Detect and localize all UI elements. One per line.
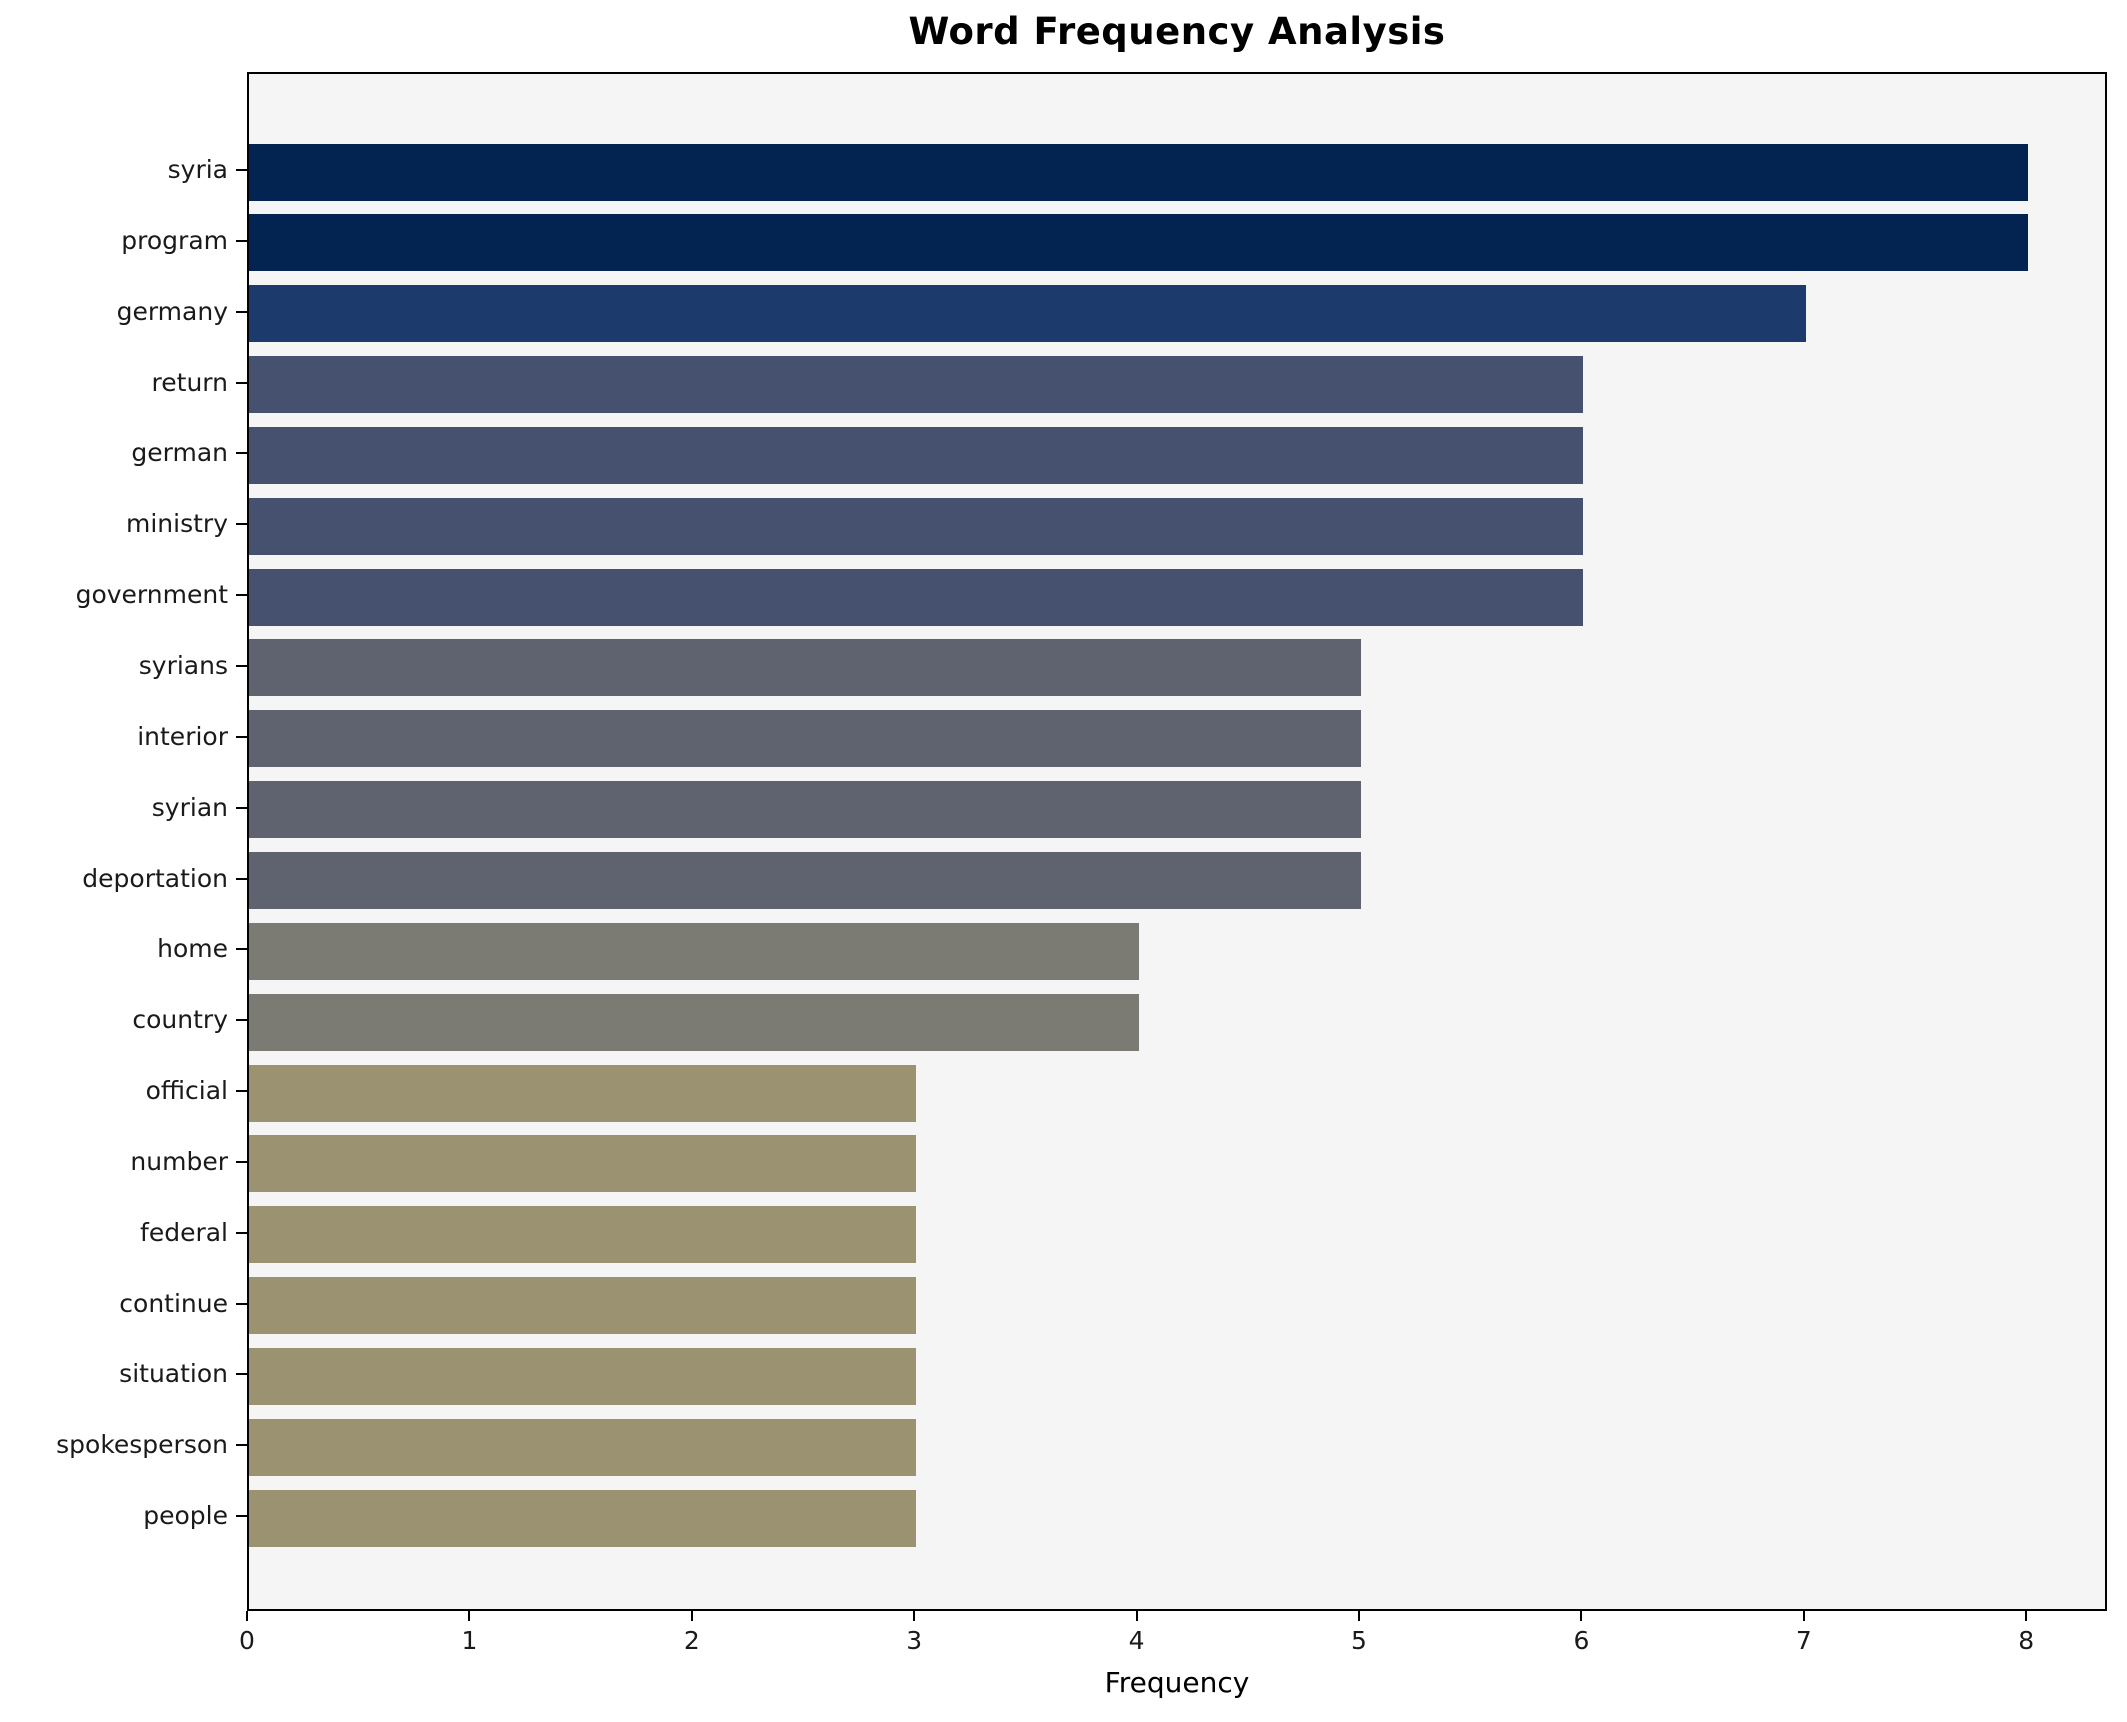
y-axis-tick-label: country: [132, 1005, 228, 1035]
x-tick-mark: [1802, 1611, 1805, 1621]
bar-government: [249, 568, 1584, 626]
y-tick-mark: [236, 1019, 247, 1022]
x-axis-tick-label: 3: [906, 1626, 923, 1655]
x-tick-mark: [2025, 1611, 2028, 1621]
y-tick-mark: [236, 1231, 247, 1234]
y-axis-tick-label: government: [75, 580, 228, 610]
y-tick-mark: [236, 735, 247, 738]
bar-ministry: [249, 497, 1584, 555]
y-tick-mark: [236, 169, 247, 171]
y-tick-mark: [236, 806, 247, 809]
x-axis-tick-label: 2: [683, 1626, 700, 1655]
bar-germany: [249, 285, 1806, 343]
y-axis-tick-label: deportation: [82, 863, 228, 893]
chart-title: Word Frequency Analysis: [908, 10, 1446, 53]
x-tick-mark: [468, 1611, 471, 1621]
bar-federal: [249, 1206, 917, 1264]
x-axis-tick-label: 7: [1795, 1626, 1812, 1655]
x-axis-tick-label: 5: [1351, 1626, 1367, 1655]
y-tick-mark: [236, 1515, 247, 1518]
bar-return: [249, 356, 1584, 414]
y-tick-mark: [236, 664, 247, 667]
x-tick-mark: [246, 1611, 248, 1621]
bar-interior: [249, 710, 1361, 768]
y-tick-mark: [236, 1302, 247, 1305]
y-tick-mark: [236, 877, 247, 880]
y-axis-tick-label: situation: [119, 1359, 228, 1389]
y-axis-tick-label: return: [151, 367, 228, 397]
bar-german: [249, 426, 1584, 484]
bar-spokesperson: [249, 1418, 917, 1476]
x-tick-mark: [1358, 1611, 1360, 1621]
x-axis-label: Frequency: [1104, 1666, 1250, 1699]
x-tick-mark: [913, 1611, 916, 1621]
bar-deportation: [249, 852, 1361, 909]
bar-syrians: [249, 639, 1361, 697]
y-tick-mark: [236, 381, 247, 384]
y-tick-mark: [236, 1160, 247, 1163]
y-axis-tick-label: germany: [116, 296, 228, 326]
y-axis-tick-label: home: [157, 934, 228, 964]
y-axis-tick-label: people: [143, 1501, 228, 1531]
y-axis-tick-label: interior: [137, 721, 228, 751]
bar-number: [249, 1135, 917, 1193]
y-axis-tick-label: syrian: [151, 792, 228, 822]
x-axis-tick-label: 4: [1128, 1626, 1145, 1655]
y-tick-mark: [236, 239, 247, 242]
x-tick-mark: [690, 1611, 693, 1621]
y-axis-tick-label: official: [145, 1076, 228, 1106]
bar-situation: [249, 1347, 917, 1405]
x-tick-mark: [1135, 1611, 1138, 1621]
bar-home: [249, 922, 1139, 980]
bar-continue: [249, 1277, 917, 1335]
y-tick-mark: [236, 594, 247, 597]
y-tick-mark: [236, 948, 247, 951]
y-tick-mark: [236, 1090, 247, 1093]
y-axis-tick-label: german: [131, 438, 228, 468]
y-tick-mark: [236, 310, 247, 313]
bar-syrian: [249, 781, 1361, 839]
y-axis-tick-label: continue: [119, 1288, 228, 1318]
y-axis-tick-label: ministry: [126, 509, 228, 539]
bar-people: [249, 1489, 917, 1547]
bar-official: [249, 1064, 917, 1122]
x-axis-tick-label: 1: [461, 1626, 478, 1655]
y-tick-mark: [236, 523, 247, 526]
y-axis-tick-label: syria: [167, 155, 228, 184]
y-axis-tick-label: program: [121, 225, 228, 255]
bar-program: [249, 214, 2029, 272]
x-axis-tick-label: 0: [239, 1626, 255, 1655]
y-axis-tick-label: number: [130, 1146, 228, 1176]
bar-syria: [249, 143, 2029, 201]
y-axis-tick-label: syrians: [138, 650, 228, 680]
plot-area: [247, 72, 2107, 1611]
x-tick-mark: [1580, 1611, 1583, 1621]
x-axis-tick-label: 6: [1573, 1626, 1590, 1655]
y-tick-mark: [236, 452, 247, 455]
y-axis-tick-label: spokesperson: [56, 1430, 228, 1460]
y-tick-mark: [236, 1444, 247, 1447]
y-tick-mark: [236, 1373, 247, 1376]
x-axis-tick-label: 8: [2018, 1626, 2035, 1655]
y-axis-tick-label: federal: [140, 1217, 228, 1247]
bar-country: [249, 993, 1139, 1051]
